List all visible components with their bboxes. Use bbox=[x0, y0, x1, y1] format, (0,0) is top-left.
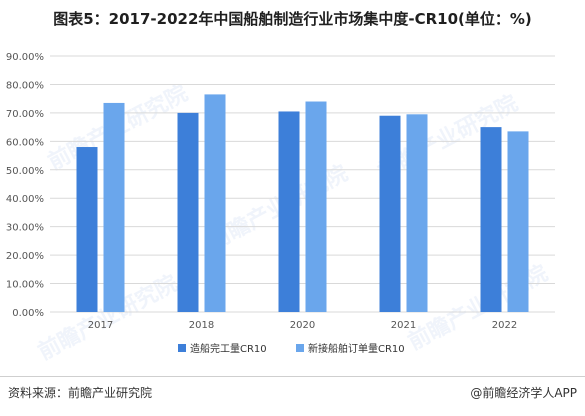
y-tick-label: 70.00% bbox=[6, 109, 44, 120]
bar-chart: 0.00% 10.00% 20.00% 30.00% 40.00% 50.00% 60.00… bbox=[6, 52, 555, 355]
bar-series1 bbox=[76, 147, 98, 312]
bar-series2 bbox=[507, 131, 529, 312]
legend-swatch bbox=[178, 344, 186, 352]
y-tick-label: 20.00% bbox=[6, 251, 44, 262]
y-tick-label: 60.00% bbox=[6, 137, 44, 148]
x-tick-label: 2020 bbox=[290, 320, 315, 331]
legend-swatch bbox=[296, 344, 304, 352]
bar-series2 bbox=[305, 101, 327, 312]
x-tick-label: 2021 bbox=[391, 320, 416, 331]
legend-label: 新接船舶订单量CR10 bbox=[308, 342, 405, 355]
footer: 资料来源：前瞻产业研究院 @前瞻经济学人APP bbox=[8, 384, 577, 406]
x-tick-label: 2018 bbox=[189, 320, 214, 331]
y-tick-label: 90.00% bbox=[6, 52, 44, 63]
x-tick-label: 2022 bbox=[492, 320, 517, 331]
bar-series1 bbox=[177, 112, 199, 312]
y-tick-label: 10.00% bbox=[6, 280, 44, 291]
bar-series1 bbox=[379, 115, 401, 312]
bar-series1 bbox=[278, 111, 300, 312]
bar-series2 bbox=[103, 102, 125, 312]
bar-series2 bbox=[204, 94, 226, 313]
footer-divider bbox=[0, 376, 585, 377]
y-tick-label: 40.00% bbox=[6, 194, 44, 205]
y-tick-label: 0.00% bbox=[12, 308, 44, 319]
x-tick-label: 2017 bbox=[88, 320, 113, 331]
brand-text: @前瞻经济学人APP bbox=[470, 386, 577, 400]
y-tick-label: 50.00% bbox=[6, 166, 44, 177]
source-text: 资料来源：前瞻产业研究院 bbox=[8, 386, 153, 400]
bar-series2 bbox=[406, 114, 428, 312]
chart-title: 图表5：2017-2022年中国船舶制造行业市场集中度-CR10(单位：%) bbox=[53, 10, 532, 28]
y-tick-label: 80.00% bbox=[6, 80, 44, 91]
y-tick-label: 30.00% bbox=[6, 223, 44, 234]
bar-series1 bbox=[480, 127, 502, 312]
legend-label: 造船完工量CR10 bbox=[190, 342, 267, 355]
